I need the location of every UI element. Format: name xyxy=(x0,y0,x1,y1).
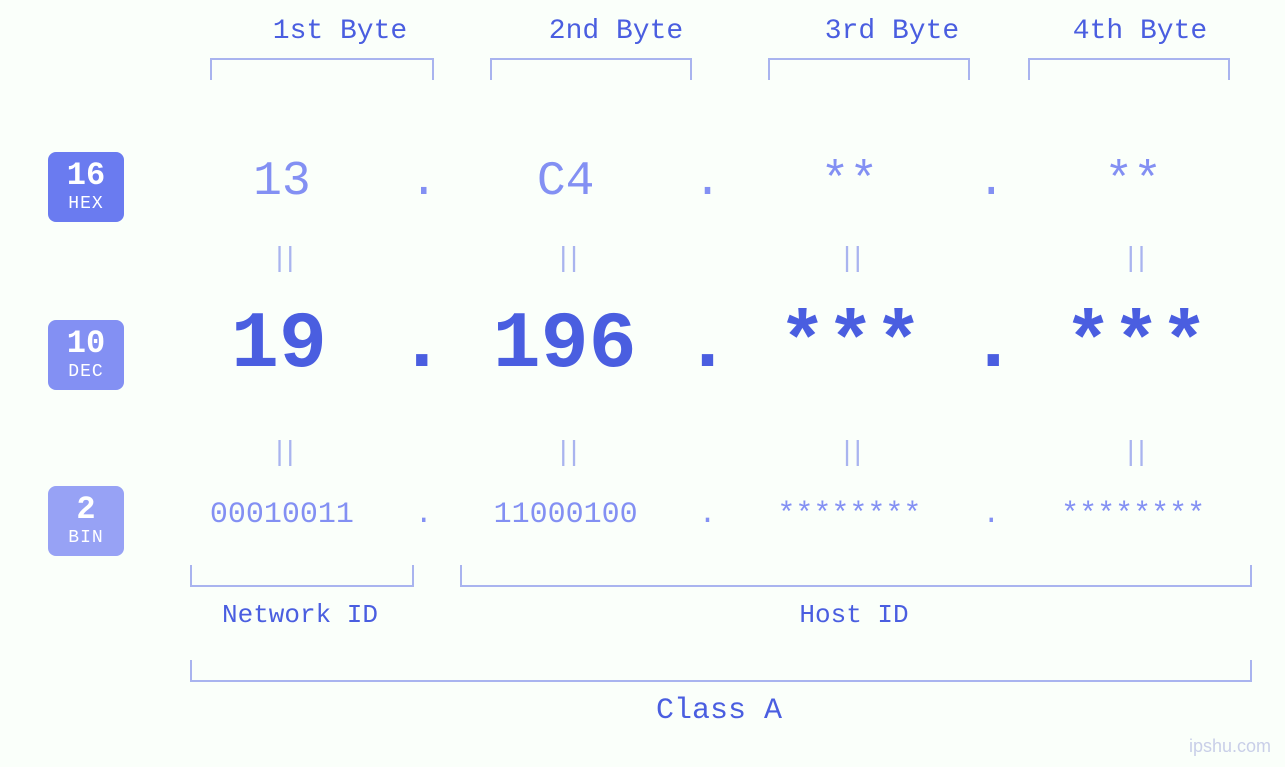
host-id-bracket xyxy=(460,565,1252,587)
hex-byte-1: 13 xyxy=(160,155,404,209)
badge-hex-base: 16 xyxy=(48,158,124,194)
dec-dot-2: . xyxy=(683,300,731,391)
byte-header-3: 3rd Byte xyxy=(792,16,992,47)
dec-byte-2: 196 xyxy=(446,300,684,391)
dec-byte-1: 19 xyxy=(160,300,398,391)
dec-dot-1: . xyxy=(398,300,446,391)
top-bracket-3 xyxy=(768,58,970,80)
badge-dec: 10 DEC xyxy=(48,320,124,390)
top-bracket-4 xyxy=(1028,58,1230,80)
diagram-stage: 1st Byte 2nd Byte 3rd Byte 4th Byte 16 H… xyxy=(0,0,1285,767)
watermark: ipshu.com xyxy=(1189,736,1271,757)
hex-row: 13 . C4 . ** . ** xyxy=(160,155,1255,209)
bin-byte-3: ******** xyxy=(728,498,972,532)
network-id-label: Network ID xyxy=(190,600,410,630)
bin-dot-3: . xyxy=(971,498,1011,532)
badge-bin-abbr: BIN xyxy=(48,528,124,548)
bin-byte-1: 00010011 xyxy=(160,498,404,532)
byte-header-2: 2nd Byte xyxy=(516,16,716,47)
hex-byte-2: C4 xyxy=(444,155,688,209)
badge-bin: 2 BIN xyxy=(48,486,124,556)
byte-header-4: 4th Byte xyxy=(1040,16,1240,47)
eq-2-4: || xyxy=(1122,438,1144,469)
class-bracket xyxy=(190,660,1252,682)
dec-dot-3: . xyxy=(969,300,1017,391)
top-bracket-2 xyxy=(490,58,692,80)
eq-2-1: || xyxy=(271,438,293,469)
top-bracket-1 xyxy=(210,58,434,80)
hex-dot-2: . xyxy=(688,155,728,209)
badge-hex-abbr: HEX xyxy=(48,194,124,214)
hex-dot-3: . xyxy=(971,155,1011,209)
hex-byte-4: ** xyxy=(1011,155,1255,209)
dec-byte-3: *** xyxy=(732,300,970,391)
bin-byte-4: ******** xyxy=(1011,498,1255,532)
dec-byte-4: *** xyxy=(1017,300,1255,391)
bin-dot-1: . xyxy=(404,498,444,532)
eq-1-2: || xyxy=(555,244,577,275)
network-id-bracket xyxy=(190,565,414,587)
equals-row-1: || || || || xyxy=(160,244,1255,275)
byte-header-1: 1st Byte xyxy=(240,16,440,47)
bin-row: 00010011 . 11000100 . ******** . *******… xyxy=(160,498,1255,532)
eq-1-4: || xyxy=(1122,244,1144,275)
dec-row: 19 . 196 . *** . *** xyxy=(160,300,1255,391)
bin-byte-2: 11000100 xyxy=(444,498,688,532)
class-label: Class A xyxy=(190,694,1248,728)
equals-row-2: || || || || xyxy=(160,438,1255,469)
badge-bin-base: 2 xyxy=(48,492,124,528)
eq-1-1: || xyxy=(271,244,293,275)
eq-2-2: || xyxy=(555,438,577,469)
badge-dec-base: 10 xyxy=(48,326,124,362)
bin-dot-2: . xyxy=(688,498,728,532)
badge-hex: 16 HEX xyxy=(48,152,124,222)
hex-byte-3: ** xyxy=(728,155,972,209)
badge-dec-abbr: DEC xyxy=(48,362,124,382)
eq-1-3: || xyxy=(839,244,861,275)
eq-2-3: || xyxy=(839,438,861,469)
host-id-label: Host ID xyxy=(460,600,1248,630)
hex-dot-1: . xyxy=(404,155,444,209)
